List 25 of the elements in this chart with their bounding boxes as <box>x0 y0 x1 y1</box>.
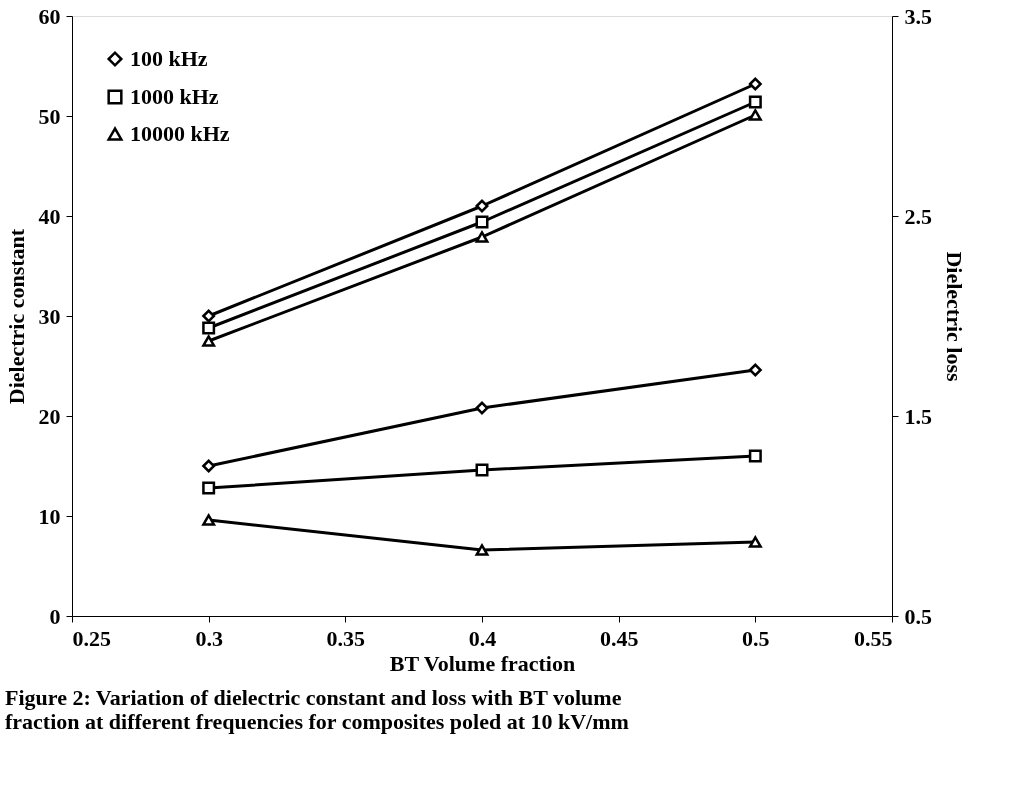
caption: Figure 2: Variation of dielectric constant and loss with BT volume fraction at different frequencies for composites poled at 10 kV/mm <box>5 685 629 734</box>
y-tick-label: 10 <box>38 503 61 529</box>
x-tick-label: 0.55 <box>854 625 893 651</box>
y2-tick-label: 3.5 <box>904 3 932 29</box>
x-tick-label: 0.5 <box>742 625 770 651</box>
legend-label: 1000 kHz <box>130 84 219 109</box>
x-axis-title: BT Volume fraction <box>389 650 576 676</box>
x-tick-label: 0.45 <box>599 625 639 651</box>
y-tick-label: 60 <box>38 3 61 29</box>
legend-label: 100 kHz <box>130 46 208 71</box>
y-tick-label: 20 <box>38 403 61 429</box>
y-axis-title: Dielectric constant <box>3 228 29 405</box>
y-tick-label: 50 <box>38 103 61 129</box>
y2-tick-label: 1.5 <box>904 403 932 429</box>
x-tick-label: 0.35 <box>326 625 366 651</box>
y-tick-label: 40 <box>38 203 61 229</box>
y-tick-label: 0 <box>49 603 61 629</box>
y2-tick-label: 2.5 <box>904 203 932 229</box>
x-tick-label: 0.25 <box>72 625 111 651</box>
y2-tick-label: 0.5 <box>904 603 932 629</box>
legend-label: 10000 kHz <box>130 121 230 146</box>
y-tick-label: 30 <box>38 303 61 329</box>
x-tick-label: 0.3 <box>195 625 223 651</box>
y2-axis-title: Dielectric loss <box>942 251 967 382</box>
x-tick-label: 0.4 <box>468 625 497 651</box>
